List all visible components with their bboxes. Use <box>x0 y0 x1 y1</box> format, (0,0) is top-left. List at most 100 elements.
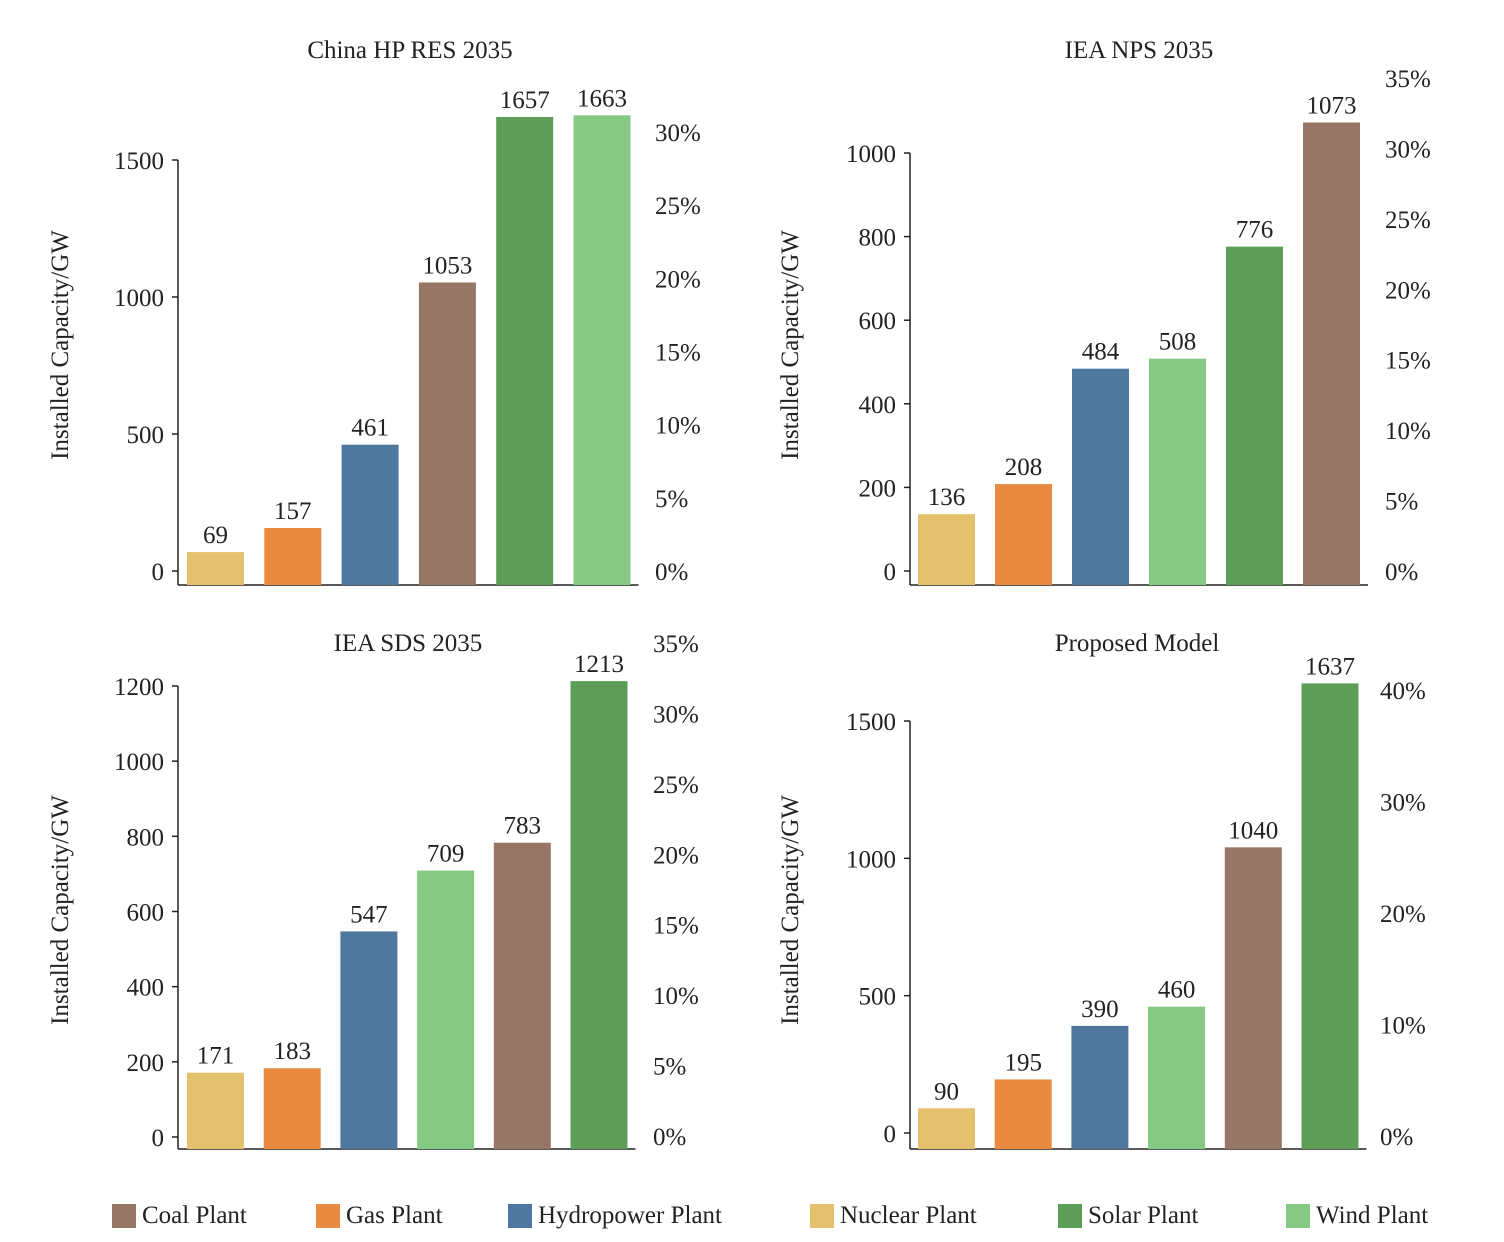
bar-value-label: 547 <box>350 901 388 928</box>
y2-tick-label: 5% <box>1385 489 1418 516</box>
y-axis-label-proposed-model: Installed Capacity/GW <box>777 795 804 1025</box>
legend-item-coal: Coal Plant <box>112 1196 247 1236</box>
bar-value-label: 484 <box>1082 339 1120 366</box>
y-tick-label: 1200 <box>114 674 164 701</box>
y2-tick-label: 10% <box>653 983 699 1010</box>
legend-swatch-coal <box>112 1204 136 1228</box>
bar-wind-plant <box>417 870 475 1149</box>
y2-tick-label: 15% <box>655 340 701 367</box>
bar-solar-plant <box>570 681 628 1149</box>
bar-coal-plant <box>1303 122 1360 586</box>
bar-hydropower-plant <box>340 931 398 1149</box>
bar-solar-plant <box>1301 683 1359 1149</box>
legend-item-hydropower: Hydropower Plant <box>508 1196 722 1236</box>
legend-item-gas: Gas Plant <box>316 1196 443 1236</box>
chart-panel-iea-nps: IEA NPS 2035 Installed Capacity/GW 0 200 400… <box>777 37 1431 586</box>
y-tick-label: 500 <box>127 422 165 449</box>
y2-tick-label: 30% <box>653 701 699 728</box>
y2-tick-label: 0% <box>1380 1124 1413 1151</box>
bar-value-label: 460 <box>1158 977 1196 1004</box>
bar-solar-plant <box>496 116 554 586</box>
y-tick-label: 0 <box>884 1121 897 1148</box>
legend-swatch-hydropower <box>508 1204 532 1228</box>
bar-hydropower-plant <box>1072 368 1129 585</box>
legend: Coal Plant Gas Plant Hydropower Plant Nu… <box>0 1196 1504 1236</box>
y2-tick-label: 25% <box>655 193 701 220</box>
bar-value-label: 783 <box>504 813 542 840</box>
bar-value-label: 1213 <box>574 651 624 678</box>
bar-hydropower-plant <box>341 444 399 585</box>
bar-value-label: 1637 <box>1305 653 1355 680</box>
chart-title-iea-sds: IEA SDS 2035 <box>334 630 483 657</box>
y-tick-label: 600 <box>127 900 165 927</box>
y-tick-label: 1000 <box>846 846 896 873</box>
y2-tick-label: 10% <box>655 413 701 440</box>
bar-nuclear-plant <box>187 1072 244 1149</box>
chart-panel-proposed-model: Proposed Model Installed Capacity/GW 0 500 1… <box>777 630 1426 1151</box>
legend-label-hydropower: Hydropower Plant <box>538 1202 722 1229</box>
y2-tick-label: 30% <box>655 120 701 147</box>
bar-value-label: 157 <box>274 498 312 525</box>
bar-value-label: 508 <box>1159 329 1197 356</box>
y-tick-label: 800 <box>127 824 165 851</box>
bar-gas-plant <box>994 1079 1052 1149</box>
bar-nuclear-plant <box>187 552 244 585</box>
y2-tick-label: 5% <box>653 1054 686 1081</box>
y-tick-label: 1000 <box>846 141 896 168</box>
bar-value-label: 1040 <box>1228 817 1278 844</box>
bar-hydropower-plant <box>1071 1025 1129 1149</box>
y-tick-label: 1500 <box>846 709 896 736</box>
y-tick-label: 800 <box>859 225 897 252</box>
bar-gas-plant <box>264 527 322 585</box>
y2-tick-label: 20% <box>1380 901 1426 928</box>
y-tick-label: 1000 <box>114 749 164 776</box>
y2-tick-label: 10% <box>1380 1013 1426 1040</box>
y2-tick-label: 20% <box>1385 277 1431 304</box>
bar-nuclear-plant <box>918 1108 975 1149</box>
bar-wind-plant <box>1148 1006 1206 1149</box>
bar-value-label: 461 <box>351 415 389 442</box>
y-tick-label: 500 <box>859 984 897 1011</box>
bar-value-label: 183 <box>273 1038 311 1065</box>
y2-tick-label: 30% <box>1385 136 1431 163</box>
y2-tick-label: 30% <box>1380 790 1426 817</box>
y-tick-label: 0 <box>152 1125 165 1152</box>
bar-value-label: 136 <box>928 484 966 511</box>
bar-nuclear-plant <box>918 514 975 585</box>
bar-gas-plant <box>995 484 1052 585</box>
legend-label-wind: Wind Plant <box>1316 1202 1429 1229</box>
chart-panel-china-hp-res: China HP RES 2035 Installed Capacity/GW 0 5… <box>47 37 701 586</box>
legend-label-gas: Gas Plant <box>346 1202 443 1229</box>
bar-value-label: 709 <box>427 841 465 868</box>
legend-label-solar: Solar Plant <box>1088 1202 1199 1229</box>
bar-value-label: 195 <box>1004 1049 1042 1076</box>
chart-title-proposed-model: Proposed Model <box>1055 630 1220 657</box>
y-axis-label-china-hp-res: Installed Capacity/GW <box>47 230 74 460</box>
legend-swatch-solar <box>1058 1204 1082 1228</box>
y2-tick-label: 0% <box>655 559 688 586</box>
y-tick-label: 400 <box>859 392 897 419</box>
y-tick-label: 200 <box>859 475 897 502</box>
bar-value-label: 1053 <box>422 252 472 279</box>
legend-item-wind: Wind Plant <box>1286 1196 1428 1236</box>
bar-value-label: 69 <box>203 522 228 549</box>
y2-tick-label: 15% <box>1385 348 1431 375</box>
bar-value-label: 90 <box>934 1078 959 1105</box>
y2-tick-label: 25% <box>1385 207 1431 234</box>
bar-value-label: 208 <box>1005 454 1043 481</box>
chart-title-china-hp-res: China HP RES 2035 <box>307 37 512 64</box>
legend-swatch-nuclear <box>810 1204 834 1228</box>
y2-tick-label: 20% <box>653 842 699 869</box>
y2-tick-label: 20% <box>655 266 701 293</box>
bar-coal-plant <box>418 282 476 585</box>
y2-tick-label: 0% <box>653 1124 686 1151</box>
y-tick-label: 1000 <box>114 285 164 312</box>
y2-tick-label: 0% <box>1385 559 1418 586</box>
legend-swatch-gas <box>316 1204 340 1228</box>
y-tick-label: 400 <box>127 975 165 1002</box>
bar-gas-plant <box>263 1068 321 1149</box>
legend-swatch-wind <box>1286 1204 1310 1228</box>
y-axis-label-iea-nps: Installed Capacity/GW <box>777 230 804 460</box>
y-tick-label: 600 <box>859 308 897 335</box>
y2-tick-label: 40% <box>1380 678 1426 705</box>
